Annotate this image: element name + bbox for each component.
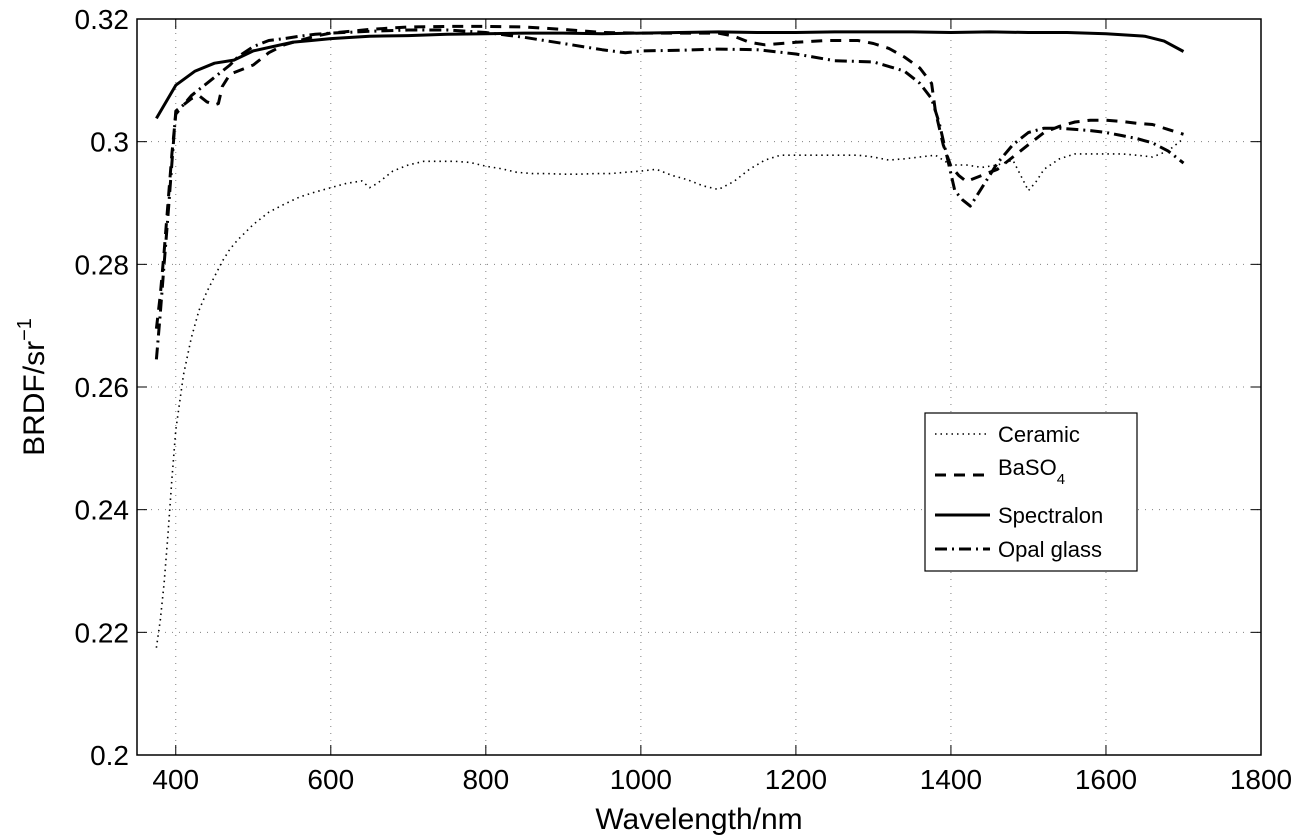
y-tick-labels: 0.2 0.22 0.24 0.26 0.28 0.3 0.32 [75, 4, 130, 771]
legend-item-ceramic: Ceramic [935, 422, 1080, 447]
x-axis-label: Wavelength/nm [595, 803, 802, 836]
x-tick-label: 1200 [765, 764, 827, 795]
legend-label: Spectralon [998, 503, 1103, 528]
legend: Ceramic BaSO4 Spectralon Opal glass [924, 412, 1138, 572]
y-tick-label: 0.28 [75, 249, 130, 280]
y-tick-label: 0.26 [75, 372, 130, 403]
x-tick-labels: 400 600 800 1000 1200 1400 1600 1800 [152, 764, 1292, 795]
legend-item-spectralon: Spectralon [935, 503, 1103, 528]
x-tick-label: 600 [307, 764, 354, 795]
legend-label-subscript: 4 [1057, 471, 1065, 488]
legend-item-opal-glass: Opal glass [935, 537, 1102, 562]
y-tick-label: 0.3 [90, 127, 129, 158]
y-axis-label: BRDF/sr−1 [14, 318, 51, 456]
legend-label-main: BaSO [998, 455, 1057, 480]
x-tick-label: 1400 [920, 764, 982, 795]
x-tick-label: 1800 [1230, 764, 1292, 795]
data-series [154, 24, 1185, 648]
x-tick-label: 800 [462, 764, 509, 795]
y-axis-label-exponent: −1 [14, 318, 36, 341]
y-tick-label: 0.24 [75, 495, 130, 526]
series-baso4 [154, 24, 1184, 329]
series-ceramic [155, 137, 1184, 648]
x-tick-label: 1000 [610, 764, 672, 795]
y-axis-label-main: BRDF/sr [18, 341, 51, 456]
x-tick-label: 400 [152, 764, 199, 795]
y-tick-label: 0.2 [90, 740, 129, 771]
series-opal-glass [154, 28, 1185, 360]
y-tick-label: 0.32 [75, 4, 130, 35]
legend-label: Opal glass [998, 537, 1102, 562]
legend-item-baso4: BaSO4 [935, 455, 1065, 488]
legend-label: Ceramic [998, 422, 1080, 447]
axis-ticks [137, 18, 1262, 756]
svg-text:BRDF/sr−1: BRDF/sr−1 [14, 318, 51, 456]
x-tick-label: 1600 [1075, 764, 1137, 795]
legend-label: BaSO4 [998, 455, 1065, 488]
legend-box [924, 412, 1138, 572]
series-spectralon [155, 30, 1185, 120]
y-tick-label: 0.22 [75, 617, 130, 648]
